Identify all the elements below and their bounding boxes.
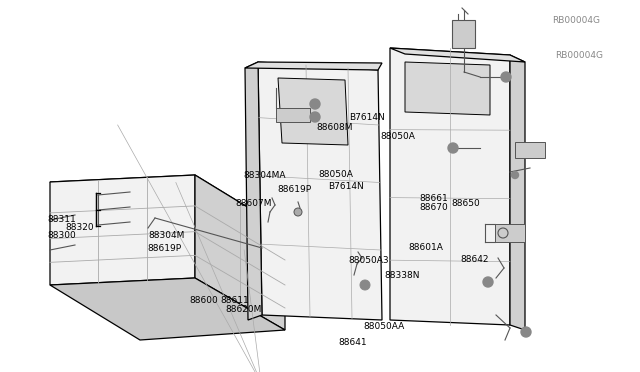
Text: 88608M: 88608M (316, 123, 353, 132)
Circle shape (310, 112, 320, 122)
Text: 88050AA: 88050AA (363, 322, 404, 331)
Circle shape (511, 171, 518, 179)
Text: RB00004G: RB00004G (555, 51, 603, 60)
Polygon shape (278, 78, 348, 145)
Polygon shape (258, 62, 382, 320)
Polygon shape (195, 175, 285, 330)
Circle shape (501, 72, 511, 82)
Text: B7614N: B7614N (328, 182, 364, 190)
Circle shape (483, 277, 493, 287)
Text: 88642: 88642 (461, 255, 490, 264)
Text: B7614N: B7614N (349, 113, 385, 122)
Polygon shape (276, 108, 310, 122)
Polygon shape (405, 62, 490, 115)
Polygon shape (390, 48, 525, 62)
Polygon shape (50, 175, 285, 238)
Circle shape (310, 99, 320, 109)
Polygon shape (390, 48, 510, 325)
Text: 88338N: 88338N (384, 271, 419, 280)
Text: 88641: 88641 (338, 339, 367, 347)
Text: 88607M: 88607M (236, 199, 272, 208)
Text: 88611: 88611 (220, 296, 249, 305)
Text: 88050A: 88050A (319, 170, 353, 179)
Text: 88619P: 88619P (147, 244, 181, 253)
Circle shape (360, 280, 370, 290)
Text: RB00004G: RB00004G (552, 16, 600, 25)
Text: 88620M: 88620M (225, 305, 262, 314)
Polygon shape (495, 224, 525, 242)
Text: 88600: 88600 (189, 296, 218, 305)
Text: 88670: 88670 (419, 203, 448, 212)
Text: 88601A: 88601A (408, 243, 443, 251)
Text: 88050A: 88050A (380, 132, 415, 141)
Text: 88304M: 88304M (148, 231, 185, 240)
Text: 88661: 88661 (419, 194, 448, 203)
Polygon shape (515, 142, 545, 158)
Polygon shape (510, 55, 525, 330)
Circle shape (294, 208, 302, 216)
Text: 88320: 88320 (65, 223, 94, 232)
Text: 88311: 88311 (47, 215, 76, 224)
Circle shape (448, 143, 458, 153)
Polygon shape (452, 20, 475, 48)
Polygon shape (245, 62, 382, 70)
Text: 88650: 88650 (452, 199, 481, 208)
Text: 88300: 88300 (47, 231, 76, 240)
Text: 88304MA: 88304MA (243, 171, 285, 180)
Text: 88050A3: 88050A3 (349, 256, 389, 265)
Circle shape (521, 327, 531, 337)
Polygon shape (50, 278, 285, 340)
Polygon shape (50, 175, 195, 285)
Polygon shape (245, 62, 262, 320)
Text: 88619P: 88619P (278, 185, 312, 194)
